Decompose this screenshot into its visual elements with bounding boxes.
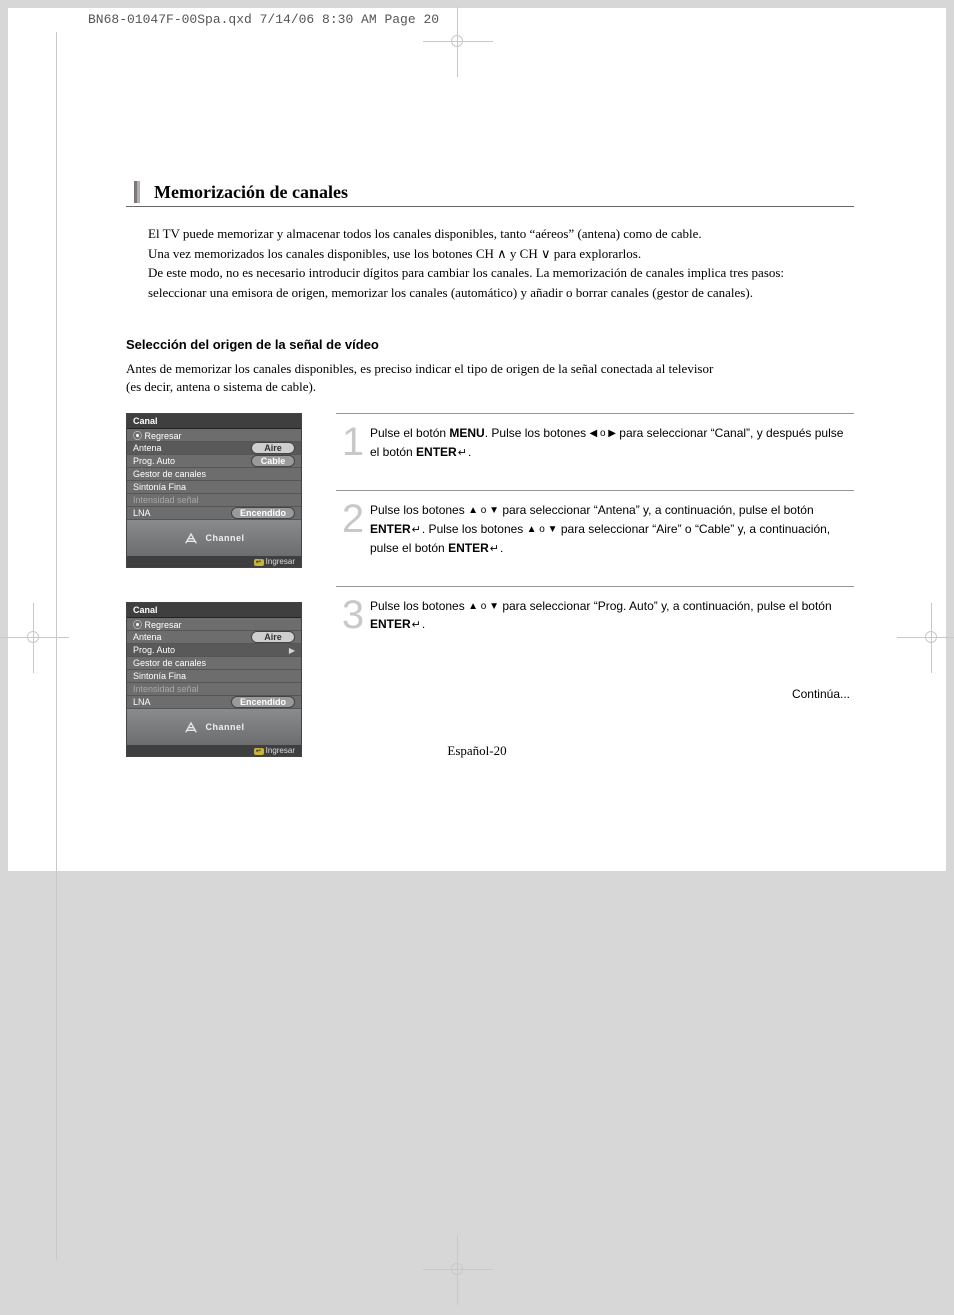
osd-value-pill: Cable <box>251 455 295 467</box>
osd-item-label: Gestor de canales <box>133 469 295 479</box>
intro-line: seleccionar una emisora de origen, memor… <box>148 284 854 302</box>
enter-icon: ↵ <box>254 559 264 566</box>
osd-value-pill: Aire <box>251 442 295 454</box>
registration-mark-icon <box>24 628 44 648</box>
osd-back-label: Regresar <box>145 431 182 441</box>
subheading-desc: (es decir, antena o sistema de cable). <box>126 378 854 396</box>
osd-title: Canal <box>127 603 301 618</box>
crop-mark-icon <box>448 1260 468 1280</box>
osd-item-label: Antena <box>133 443 251 453</box>
intro-line: De este modo, no es necesario introducir… <box>148 264 854 282</box>
subheading-desc: Antes de memorizar los canales disponibl… <box>126 360 854 378</box>
section-heading: Memorización de canales <box>126 181 854 207</box>
antenna-icon <box>183 530 199 546</box>
enter-icon: ↵ <box>457 447 468 459</box>
instruction-step: 2 Pulse los botones ▲ o ▼ para seleccion… <box>336 490 854 586</box>
osd-row: Antena Aire <box>127 631 301 644</box>
osd-row-back: ⦿ Regresar <box>127 618 301 631</box>
osd-band-label: Channel <box>205 533 244 543</box>
registration-mark-icon <box>922 628 942 648</box>
step-text: Pulse los botones ▲ o ▼ para seleccionar… <box>370 501 854 558</box>
osd-back-label: Regresar <box>145 620 182 630</box>
instruction-step: 3 Pulse los botones ▲ o ▼ para seleccion… <box>336 586 854 663</box>
subheading: Selección del origen de la señal de víde… <box>126 337 854 352</box>
intro-line: Una vez memorizados los canales disponib… <box>148 245 854 263</box>
osd-band-label: Channel <box>205 722 244 732</box>
osd-value-pill: Encendido <box>231 696 295 708</box>
osd-row: Gestor de canales <box>127 468 301 481</box>
enter-icon: ↵ <box>489 543 500 555</box>
left-margin-rule <box>56 32 57 1260</box>
print-header: BN68-01047F-00Spa.qxd 7/14/06 8:30 AM Pa… <box>8 8 946 27</box>
osd-foot-label: Ingresar <box>266 557 295 566</box>
osd-footer: ↵Ingresar <box>127 556 301 567</box>
osd-item-label: Intensidad señal <box>133 684 295 694</box>
arrow-up-down-icon: ▲ o ▼ <box>468 599 499 615</box>
osd-row: Antena Aire <box>127 442 301 455</box>
continued-label: Continúa... <box>792 687 850 701</box>
crop-mark-icon <box>448 32 468 52</box>
steps-column: 1 Pulse el botón MENU. Pulse los botones… <box>336 413 854 791</box>
osd-row: LNA Encendido <box>127 696 301 709</box>
intro-line: El TV puede memorizar y almacenar todos … <box>148 225 854 243</box>
section-title: Memorización de canales <box>154 182 348 203</box>
osd-item-label: Gestor de canales <box>133 658 295 668</box>
manual-page: BN68-01047F-00Spa.qxd 7/14/06 8:30 AM Pa… <box>8 8 946 871</box>
osd-row: Prog. Auto Cable <box>127 455 301 468</box>
osd-value-pill: Encendido <box>231 507 295 519</box>
osd-row-back: ⦿ Regresar <box>127 429 301 442</box>
page-footer: Español-20 <box>8 743 946 759</box>
instruction-step: 1 Pulse el botón MENU. Pulse los botones… <box>336 413 854 490</box>
osd-item-label: Sintonía Fina <box>133 482 295 492</box>
osd-value-pill: Aire <box>251 631 295 643</box>
osd-item-label: Prog. Auto <box>133 645 285 655</box>
osd-row: Gestor de canales <box>127 657 301 670</box>
step-text: Pulse el botón MENU. Pulse los botones ◀… <box>370 424 854 462</box>
osd-category-band: Channel <box>127 520 301 556</box>
step-text: Pulse los botones ▲ o ▼ para seleccionar… <box>370 597 854 635</box>
antenna-icon <box>183 719 199 735</box>
enter-icon: ↵ <box>411 619 422 631</box>
arrow-up-down-icon: ▲ o ▼ <box>468 503 499 519</box>
step-number: 3 <box>336 597 370 635</box>
osd-item-label: LNA <box>133 508 231 518</box>
osd-row-disabled: Intensidad señal <box>127 683 301 696</box>
chevron-right-icon: ▶ <box>289 646 295 655</box>
osd-row: Sintonía Fina <box>127 670 301 683</box>
osd-category-band: Channel <box>127 709 301 745</box>
osd-item-label: Intensidad señal <box>133 495 295 505</box>
arrow-left-right-icon: ◀ o ▶ <box>589 426 616 442</box>
osd-row-disabled: Intensidad señal <box>127 494 301 507</box>
heading-accent-icon <box>134 181 140 203</box>
osd-item-label: Sintonía Fina <box>133 671 295 681</box>
arrow-up-down-icon: ▲ o ▼ <box>527 522 558 538</box>
osd-item-label: LNA <box>133 697 231 707</box>
step-number: 2 <box>336 501 370 558</box>
osd-row: LNA Encendido <box>127 507 301 520</box>
osd-row: Sintonía Fina <box>127 481 301 494</box>
osd-menu-screenshot: Canal ⦿ Regresar Antena Aire Prog. Auto … <box>126 602 302 757</box>
osd-item-label: Antena <box>133 632 251 642</box>
osd-title: Canal <box>127 414 301 429</box>
osd-item-label: Prog. Auto <box>133 456 251 466</box>
enter-icon: ↵ <box>411 524 422 536</box>
step-number: 1 <box>336 424 370 462</box>
osd-menu-screenshot: Canal ⦿ Regresar Antena Aire Prog. Auto … <box>126 413 302 568</box>
osd-row: Prog. Auto ▶ <box>127 644 301 657</box>
